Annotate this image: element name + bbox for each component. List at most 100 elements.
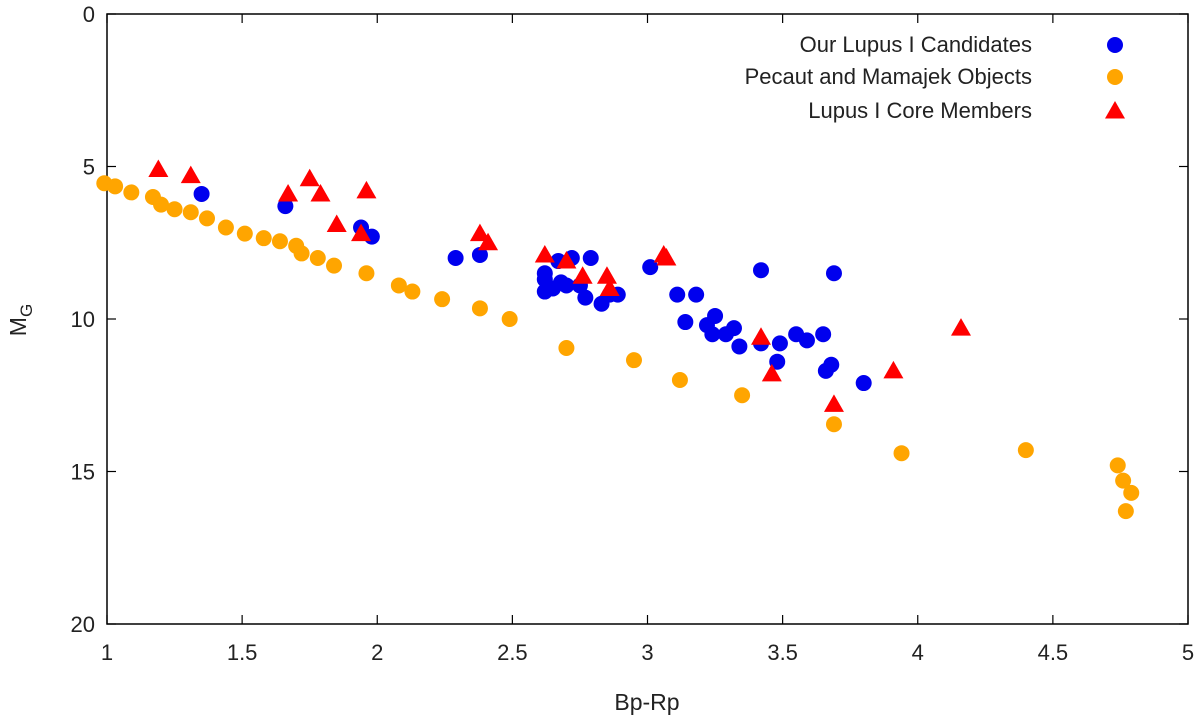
core-member-point (823, 394, 844, 412)
candidate-point (558, 277, 575, 294)
candidate-point (471, 246, 488, 263)
x-tick-label: 2 (371, 640, 383, 665)
core-member-point (596, 266, 617, 284)
x-tick-label: 5 (1182, 640, 1194, 665)
core-member-point (356, 180, 377, 199)
candidate-point (753, 262, 770, 279)
core-member-point (751, 327, 772, 345)
pecaut-point (734, 387, 751, 404)
pecaut-point (182, 204, 199, 221)
x-tick-label: 3.5 (767, 640, 798, 665)
x-tick-label: 4 (912, 640, 924, 665)
y-tick-label: 5 (83, 155, 95, 180)
core-member-point (299, 168, 320, 187)
pecaut-point (893, 445, 910, 462)
candidate-point (725, 320, 742, 337)
pecaut-point (293, 245, 310, 262)
candidate-point (855, 375, 872, 392)
candidate-point (769, 353, 786, 370)
core-member-point (180, 165, 201, 184)
pecaut-point (255, 230, 272, 247)
core-member-point (148, 159, 169, 178)
core-member-point (572, 266, 593, 284)
axis-ticks: 1 1.5 2 2.5 3 3.5 4 4.5 5 0 5 10 15 20 (71, 2, 1195, 665)
candidate-point (704, 326, 721, 343)
data-points (96, 159, 1140, 520)
candidate-point (815, 326, 832, 343)
pecaut-point (825, 416, 842, 433)
candidate-point (193, 185, 210, 202)
x-axis-label: Bp-Rp (614, 689, 679, 715)
candidate-point (447, 250, 464, 266)
pecaut-point (501, 311, 518, 327)
x-tick-label: 1.5 (227, 640, 258, 665)
candidate-point (798, 332, 815, 349)
candidate-point (688, 286, 705, 303)
pecaut-point (625, 352, 642, 369)
candidate-point (577, 289, 594, 306)
candidate-point (642, 259, 659, 276)
core-member-point (326, 214, 347, 232)
candidate-point (669, 286, 686, 303)
core-member-point (351, 223, 372, 242)
pecaut-point (1017, 442, 1034, 459)
candidate-point (582, 250, 599, 266)
pecaut-point (358, 265, 375, 282)
legend-label-candidates: Our Lupus I Candidates (800, 32, 1032, 57)
core-member-point (950, 318, 971, 336)
legend-marker-candidates (1107, 37, 1123, 53)
pecaut-point (309, 250, 326, 266)
pecaut-point (1117, 503, 1134, 520)
pecaut-point (236, 225, 253, 242)
core-member-point (278, 183, 299, 202)
pecaut-point (271, 233, 288, 250)
x-tick-label: 4.5 (1038, 640, 1069, 665)
core-member-point (469, 223, 490, 242)
pecaut-point (1123, 484, 1140, 501)
pecaut-point (198, 210, 215, 227)
x-tick-label: 1 (101, 640, 113, 665)
core-member-point (656, 248, 677, 266)
pecaut-point (390, 277, 407, 294)
legend-marker-pecaut (1107, 69, 1123, 85)
legend: Our Lupus I Candidates Pecaut and Mamaje… (745, 32, 1125, 123)
y-axis-label: MG (5, 304, 36, 336)
candidate-point (823, 356, 840, 373)
y-tick-label: 15 (71, 460, 95, 485)
pecaut-point (153, 196, 170, 213)
pecaut-point (107, 178, 124, 195)
pecaut-point (471, 300, 488, 317)
core-member-point (534, 244, 555, 263)
pecaut-point (326, 257, 343, 274)
pecaut-point (217, 219, 234, 236)
pecaut-point (404, 283, 421, 300)
candidate-point (707, 307, 724, 324)
candidate-point (825, 265, 842, 282)
candidate-point (731, 338, 748, 355)
candidate-point (277, 198, 294, 215)
core-member-point (556, 251, 577, 269)
pecaut-point (1109, 457, 1126, 474)
pecaut-point (558, 339, 575, 356)
pecaut-point (166, 201, 183, 218)
pecaut-point (1115, 472, 1132, 489)
y-tick-label: 10 (71, 307, 95, 332)
legend-label-pecaut: Pecaut and Mamajek Objects (745, 64, 1032, 89)
candidate-point (771, 335, 788, 352)
y-tick-label: 20 (71, 612, 95, 637)
candidate-point (677, 314, 694, 331)
core-member-point (599, 278, 620, 296)
core-member-point (310, 183, 331, 202)
legend-marker-core-members (1105, 101, 1125, 119)
core-member-point (761, 363, 782, 382)
legend-label-core-members: Lupus I Core Members (808, 98, 1032, 123)
pecaut-point (671, 372, 688, 388)
core-member-point (883, 360, 904, 379)
pecaut-point (434, 291, 451, 308)
y-tick-label: 0 (83, 2, 95, 27)
core-member-point (478, 232, 499, 251)
x-tick-label: 3 (641, 640, 653, 665)
x-tick-label: 2.5 (497, 640, 528, 665)
pecaut-point (123, 184, 140, 201)
